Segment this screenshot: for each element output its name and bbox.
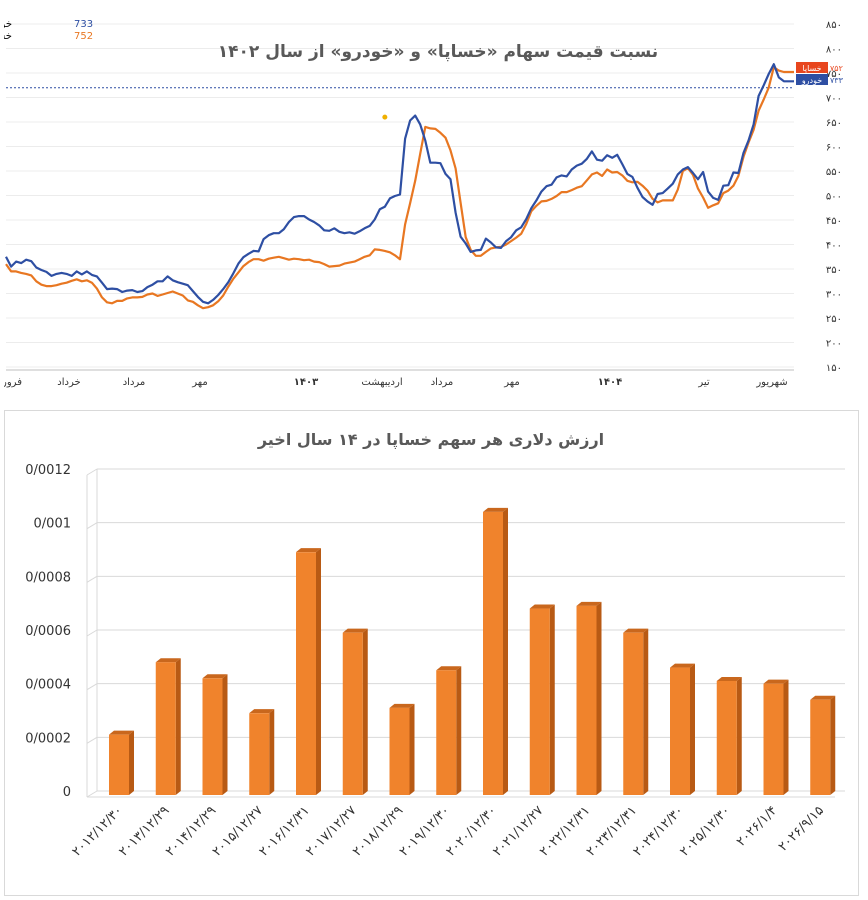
line-x-tick-label: اردیبهشت [361, 377, 402, 388]
legend-value-khasapa: 752 [74, 31, 93, 42]
bar-y-tick-label: 0/0002 [25, 731, 71, 746]
line-x-tick-label: فرور [4, 377, 22, 388]
bar-2012/12/30 [109, 730, 134, 795]
line-x-tick-label: تیر [697, 377, 710, 388]
line-x-tick-label: مهر [503, 377, 519, 388]
bar-y-tick-label: 0/0012 [25, 463, 71, 478]
line-y-tick-label: ۴۰۰ [826, 241, 842, 252]
bar-2023/12/31 [623, 628, 649, 795]
line-y-tick-label: ۲۰۰ [826, 339, 842, 350]
line-y-tick-label: ۳۵۰ [826, 265, 842, 276]
line-y-tick-label: ۸۵۰ [826, 20, 842, 31]
legend-value-khodro: 733 [74, 19, 93, 30]
bar-chart-y-ticks: 0 0/0002 0/0004 0/0006 0/0008 0/001 0/0012 [25, 463, 71, 800]
line-x-tick-label: ۱۴۰۳ [294, 377, 318, 388]
line-x-tick-label: مرداد [431, 377, 454, 388]
line-chart-title: نسبت قیمت سهام «خساپا» و «خودرو» از سال … [218, 42, 658, 62]
bar-chart-bars [109, 507, 836, 795]
end-label-series: خودرو [801, 76, 822, 85]
series-marker-dot [382, 114, 388, 120]
bar-2014/12/29 [202, 674, 228, 795]
bar-2024/12/30 [670, 663, 695, 795]
line-chart-y-ticks: ۸۵۰ ۸۰۰ ۷۵۰ ۷۰۰ ۶۵۰ ۶۰۰ ۵۵۰ ۵۰۰ ۴۵۰ ۴۰۰ ۳۵۰ ۳۰۰ ۲۵۰ ۲… [826, 20, 842, 374]
line-x-tick-label: خرداد [57, 377, 80, 388]
end-label-value: ۷۵۲ [830, 64, 843, 73]
bar-y-tick-label: 0/0004 [25, 678, 71, 693]
line-chart-legend: خودرو بورس 733 خساپا بورس 752 [4, 19, 93, 42]
bar-2016/12/31 [296, 548, 321, 795]
line-chart-marker [382, 114, 388, 120]
bar-2013/12/29 [155, 658, 181, 795]
bar-2015/12/27 [249, 709, 275, 795]
bar-2021/12/27 [529, 604, 555, 795]
end-label-box [796, 62, 828, 73]
bar-2017/12/27 [342, 628, 368, 795]
stock-ratio-line-chart: ۸۵۰ ۸۰۰ ۷۵۰ ۷۰۰ ۶۵۰ ۶۰۰ ۵۵۰ ۵۰۰ ۴۵۰ ۴۰۰ ۳۵۰ ۳۰۰ ۲۵۰ ۲… [4, 19, 844, 388]
line-y-tick-label: ۵۵۰ [826, 167, 842, 178]
line-y-tick-label: ۳۰۰ [826, 290, 842, 301]
line-chart-gridlines [6, 23, 794, 368]
line-y-tick-label: ۶۰۰ [826, 143, 842, 154]
bar-y-tick-label: 0/0008 [25, 570, 71, 585]
bar-2022/12/31 [576, 601, 602, 795]
bar-x-tick-label: ۲۰۲۵/۱۲/۳۰ [677, 803, 733, 859]
legend-name-khodro: خودرو بورس [4, 19, 12, 30]
line-y-tick-label: ۲۵۰ [826, 314, 842, 325]
bar-x-tick-label: ۲۰۲۶/۹/۱۵ [776, 803, 827, 854]
end-label-box [796, 74, 828, 85]
bar-2018/12/29 [389, 703, 415, 795]
bar-2026/1/4 [763, 679, 789, 795]
line-y-tick-label: ۸۰۰ [826, 45, 842, 56]
stock-ratio-chart-panel: ۸۵۰ ۸۰۰ ۷۵۰ ۷۰۰ ۶۵۰ ۶۰۰ ۵۵۰ ۵۰۰ ۴۵۰ ۴۰۰ ۳۵۰ ۳۰۰ ۲۵۰ ۲… [4, 12, 864, 397]
line-x-tick-label: شهریور [755, 377, 787, 388]
line-y-tick-label: ۴۵۰ [826, 216, 842, 227]
line-chart-x-ticks: فرور خرداد مرداد مهر ۱۴۰۳ اردیبهشت مرداد مهر ۱۴۰… [4, 377, 788, 388]
bar-y-tick-label: 0/001 [34, 517, 71, 532]
line-chart-series [5, 63, 794, 310]
line-y-tick-label: ۶۵۰ [826, 118, 842, 129]
khasapa-series-line [5, 65, 794, 310]
bar-2025/12/30 [716, 676, 742, 795]
bar-2020/12/30 [483, 507, 508, 795]
line-y-tick-label: ۷۰۰ [826, 94, 842, 105]
end-label-series: خساپا [802, 64, 821, 73]
bar-y-tick-label: 0 [63, 785, 71, 800]
dollar-value-bar-chart: ارزش دلاری هر سهم خساپا در ۱۴ سال اخیر 0… [25, 430, 845, 860]
line-x-tick-label: مرداد [123, 377, 146, 388]
bar-2019/12/30 [436, 666, 462, 795]
dollar-value-chart-panel: ارزش دلاری هر سهم خساپا در ۱۴ سال اخیر 0… [4, 410, 859, 896]
bar-x-tick-label: ۲۰۲۶/۱/۴ [734, 803, 780, 849]
line-y-tick-label: ۵۰۰ [826, 192, 842, 203]
line-x-tick-label: ۱۴۰۴ [598, 377, 622, 388]
bar-chart-x-ticks: ۲۰۱۲/۱۲/۳۰۲۰۱۳/۱۲/۲۹۲۰۱۴/۱۲/۲۹۲۰۱۵/۱۲/۲۷… [70, 803, 828, 859]
end-label-value: ۷۳۳ [830, 76, 844, 85]
bar-chart-title: ارزش دلاری هر سهم خساپا در ۱۴ سال اخیر [257, 430, 604, 450]
bar-y-tick-label: 0/0006 [25, 624, 71, 639]
khodro-series-line [5, 63, 794, 305]
bar-2026/9/15 [810, 695, 836, 795]
line-y-tick-label: ۱۵۰ [826, 363, 842, 374]
legend-name-khasapa: خساپا بورس [4, 31, 12, 42]
series-end-labels: خساپا ۷۵۲ خودرو ۷۳۳ [796, 62, 844, 85]
line-x-tick-label: مهر [191, 377, 207, 388]
line-y-tick-label: ۷۵۰ [826, 69, 842, 80]
